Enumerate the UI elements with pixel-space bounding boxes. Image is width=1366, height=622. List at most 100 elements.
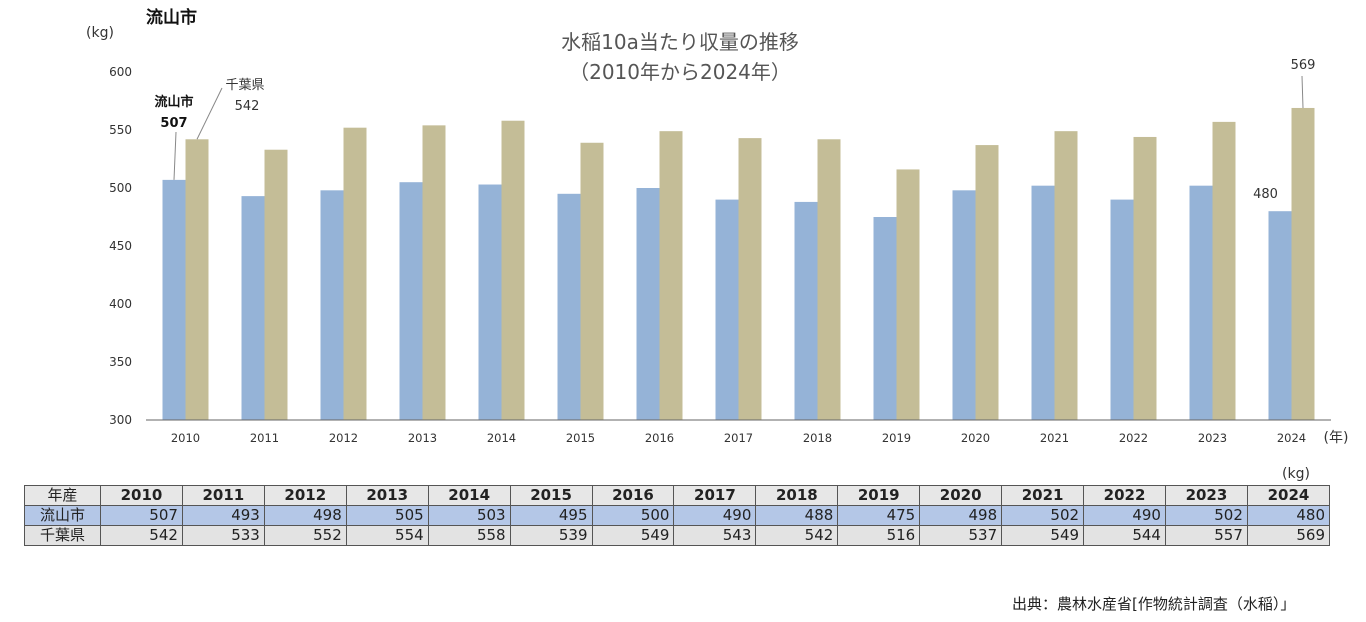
bars [162, 107, 1315, 421]
table-cell: 554 [345, 525, 429, 546]
table-row-nagareyama: 流山市 507 493 498 505 503 495 500 490 488 475 498 502… [24, 505, 1331, 526]
x-tick-label: 2022 [1119, 431, 1148, 445]
source-note: 出典：農林水産省[作物統計調査（水稲）」 [1012, 595, 1296, 613]
table-cell: 549 [1001, 525, 1085, 546]
table-header-year: 2022 [1083, 485, 1166, 506]
table-cell: 543 [673, 525, 757, 546]
x-tick-label: 2023 [1198, 431, 1227, 445]
table-header-year: 2011 [181, 485, 265, 506]
x-tick-label: 2024 [1277, 431, 1306, 445]
bar-千葉県-2010 [185, 139, 209, 420]
bar-千葉県-2017 [738, 138, 762, 420]
x-tick-label: 2020 [961, 431, 990, 445]
bar-流山市-2022 [1110, 199, 1134, 420]
table-header-year: 2018 [755, 485, 839, 506]
table-cell: 537 [919, 525, 1003, 546]
bar-千葉県-2015 [580, 142, 604, 420]
table-cell: 507 [100, 505, 183, 526]
bar-千葉県-2022 [1133, 136, 1157, 420]
table-cell: 533 [181, 525, 265, 546]
bar-流山市-2015 [557, 193, 581, 420]
annotation-leader [196, 87, 223, 140]
bar-流山市-2011 [241, 196, 265, 420]
table-row-chiba: 千葉県 542 533 552 554 558 539 549 543 542 516 537 549… [24, 525, 1331, 546]
annotation-value: 507 [160, 116, 187, 131]
table-cell: 557 [1164, 525, 1248, 546]
table-row-label: 千葉県 [24, 525, 101, 546]
bar-千葉県-2014 [501, 120, 525, 420]
y-tick-label: 350 [109, 355, 132, 369]
table-header-year: 2012 [263, 485, 347, 506]
table-cell: 544 [1083, 525, 1166, 546]
x-tick-label: 2013 [408, 431, 437, 445]
y-axis-unit: (kg) [86, 25, 114, 41]
table-cell: 505 [345, 505, 429, 526]
x-tick-label: 2011 [250, 431, 279, 445]
table-cell: 480 [1246, 505, 1331, 526]
table-cell: 498 [919, 505, 1003, 526]
annotation-value: 542 [235, 99, 260, 114]
table-cell: 495 [509, 505, 593, 526]
table-header-year: 2021 [1001, 485, 1085, 506]
table-header-year: 2013 [345, 485, 429, 506]
x-tick-label: 2017 [724, 431, 753, 445]
table-cell: 502 [1164, 505, 1248, 526]
table-cell: 539 [509, 525, 593, 546]
table-header-year: 2019 [837, 485, 921, 506]
bar-流山市-2014 [478, 184, 502, 420]
y-tick-label: 300 [109, 413, 132, 427]
table-header-year: 2020 [919, 485, 1003, 506]
bar-千葉県-2021 [1054, 131, 1078, 420]
chart-title: 水稲10a当たり収量の推移 （2010年から2024年） [561, 30, 799, 84]
table-cell: 558 [427, 525, 511, 546]
table-cell: 475 [837, 505, 921, 526]
y-tick-label: 600 [109, 65, 132, 79]
bar-chart: 水稲10a当たり収量の推移 （2010年から2024年） (kg) 300 350 40… [86, 25, 1349, 446]
x-tick-label: 2021 [1040, 431, 1069, 445]
annotations: 流山市 507 千葉県 542 480 569 [154, 58, 1315, 202]
bar-千葉県-2013 [422, 125, 446, 421]
table-header-row: 年産 2010 2011 2012 2013 2014 2015 2016 2017 2018 2… [24, 485, 1331, 506]
table-header-year: 2017 [673, 485, 757, 506]
table-header-label: 年産 [24, 485, 101, 506]
table-cell: 542 [755, 525, 839, 546]
x-axis: 2010 2011 2012 2013 2014 2015 2016 2017 2018 2019… [146, 419, 1349, 446]
page-corner-title: 流山市 [146, 8, 197, 28]
bar-千葉県-2023 [1212, 121, 1236, 420]
bar-千葉県-2011 [264, 149, 288, 420]
x-tick-label: 2012 [329, 431, 358, 445]
y-tick-label: 500 [109, 181, 132, 195]
table-header-year: 2014 [427, 485, 511, 506]
table-cell: 552 [263, 525, 347, 546]
table-cell: 490 [673, 505, 757, 526]
bar-流山市-2024 [1268, 211, 1292, 420]
table-cell: 500 [591, 505, 675, 526]
table-cell: 503 [427, 505, 511, 526]
x-tick-label: 2016 [645, 431, 674, 445]
annotation-leader [1301, 75, 1304, 108]
table-cell: 493 [181, 505, 265, 526]
bar-流山市-2018 [794, 201, 818, 420]
x-tick-label: 2010 [171, 431, 200, 445]
bar-千葉県-2018 [817, 139, 841, 420]
bar-流山市-2017 [715, 199, 739, 420]
bar-流山市-2019 [873, 217, 897, 420]
y-tick-label: 450 [109, 239, 132, 253]
bar-千葉県-2020 [975, 145, 999, 420]
data-table: 年産 2010 2011 2012 2013 2014 2015 2016 2017 2018 2… [24, 485, 1331, 546]
bar-流山市-2021 [1031, 185, 1055, 420]
table-cell: 488 [755, 505, 839, 526]
chart-title-line: 水稲10a当たり収量の推移 [561, 30, 799, 54]
bar-千葉県-2019 [896, 169, 920, 420]
x-axis-unit: (年) [1324, 430, 1349, 446]
annotation-name: 流山市 [154, 94, 193, 110]
table-header-year: 2024 [1246, 485, 1331, 506]
table-cell: 569 [1246, 525, 1331, 546]
table-cell: 516 [837, 525, 921, 546]
annotation-name: 千葉県 [225, 78, 264, 93]
x-tick-label: 2014 [487, 431, 516, 445]
table-header-year: 2010 [100, 485, 183, 506]
table-cell: 542 [100, 525, 183, 546]
bar-千葉県-2024 [1291, 107, 1315, 421]
table-cell: 502 [1001, 505, 1085, 526]
